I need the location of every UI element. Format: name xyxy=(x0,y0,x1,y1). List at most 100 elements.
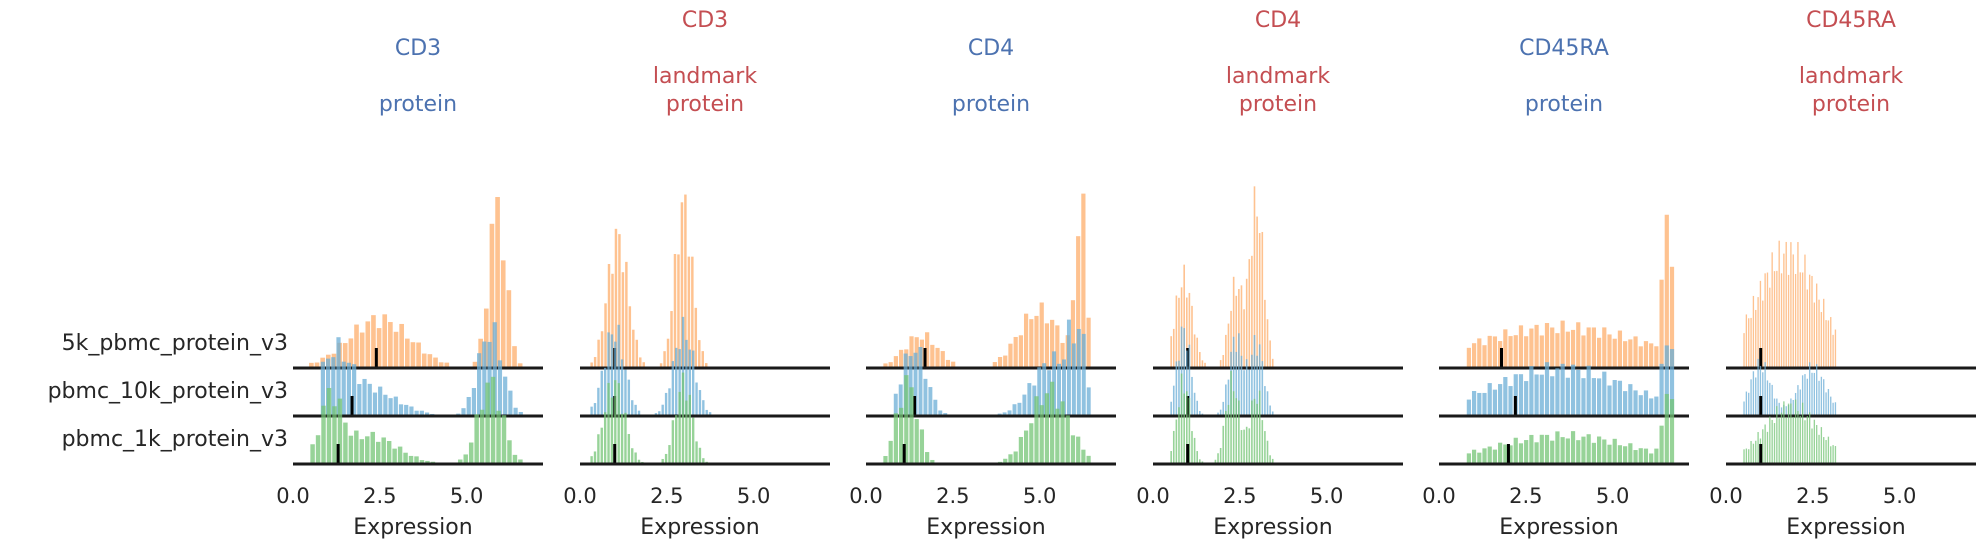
histogram-bar xyxy=(1750,379,1752,416)
histogram-bar xyxy=(627,434,631,464)
histogram-bar xyxy=(1787,403,1790,464)
histogram-bar xyxy=(1191,431,1193,464)
histogram-bar xyxy=(614,228,618,368)
histogram-bar xyxy=(691,350,695,416)
histogram-bar xyxy=(474,414,479,464)
histogram-bar xyxy=(508,390,513,416)
histogram-bar xyxy=(1776,406,1778,464)
histogram-bar xyxy=(1081,449,1086,464)
histogram-bar xyxy=(1534,442,1539,464)
histogram-bar xyxy=(1806,416,1808,464)
histogram-bar xyxy=(438,362,444,368)
histogram-bar xyxy=(1065,415,1070,464)
histogram-bar xyxy=(1748,318,1750,368)
histogram-bar xyxy=(320,361,325,416)
histogram-bar xyxy=(1602,371,1607,416)
histogram-bar xyxy=(938,410,943,416)
histogram-bar xyxy=(1757,432,1759,464)
histogram-bar xyxy=(1023,430,1029,464)
panel-title-line: protein xyxy=(1239,92,1317,117)
histogram-bar xyxy=(883,363,888,368)
histogram-bar xyxy=(477,353,482,416)
histogram-bar xyxy=(403,452,408,464)
histogram-bar xyxy=(1251,400,1253,464)
histogram-bar xyxy=(632,329,635,368)
histogram-bar xyxy=(1225,334,1227,368)
histogram-bar xyxy=(414,456,419,464)
histogram-bar xyxy=(1227,323,1230,368)
histogram-bar xyxy=(1764,424,1766,464)
histogram-bar xyxy=(1251,255,1253,368)
histogram-bar xyxy=(1752,443,1755,464)
histogram-bar xyxy=(352,364,357,416)
histogram-bar xyxy=(1743,401,1745,416)
histogram-bar xyxy=(1172,430,1175,464)
histogram-bar xyxy=(1816,283,1818,368)
histogram-bar xyxy=(503,376,508,416)
x-tick-label: 2.5 xyxy=(650,484,683,508)
histogram-bar xyxy=(1498,384,1503,416)
histogram-bar xyxy=(1180,326,1183,416)
histogram-bar xyxy=(309,362,314,368)
histogram-bar xyxy=(611,273,614,368)
histogram-bar xyxy=(362,378,367,416)
histogram-bar xyxy=(614,341,617,416)
histogram-bar xyxy=(1008,343,1013,368)
histogram-bar xyxy=(468,442,474,464)
histogram-bar xyxy=(883,456,888,464)
histogram-bar xyxy=(1806,378,1808,416)
x-axis-label: Expression xyxy=(353,515,472,540)
histogram-bar xyxy=(1199,352,1201,368)
histogram-bar xyxy=(1066,319,1071,416)
x-tick-label: 5.0 xyxy=(737,484,770,508)
histogram-bar xyxy=(1565,377,1570,416)
histogram-bar xyxy=(1471,390,1477,416)
histogram-bar xyxy=(1534,324,1539,368)
histogram-bar xyxy=(675,415,678,464)
histogram-bar xyxy=(1070,300,1076,368)
histogram-series xyxy=(293,197,543,370)
histogram-bar xyxy=(1801,375,1804,416)
histogram-bar xyxy=(888,440,893,464)
histogram-bar xyxy=(1820,312,1823,368)
histogram-bar xyxy=(1834,329,1837,368)
histogram-bar xyxy=(634,452,637,464)
histogram-bar xyxy=(1771,384,1773,416)
histogram-bar xyxy=(1477,452,1482,464)
histogram-bar xyxy=(1792,417,1794,464)
histogram-bar xyxy=(425,460,430,464)
histogram-bar xyxy=(1748,449,1750,464)
histogram-bar xyxy=(419,460,425,464)
histogram-bar xyxy=(1264,299,1266,368)
histogram-bar xyxy=(517,363,523,368)
histogram-bar xyxy=(1222,355,1225,368)
histogram-series xyxy=(1726,358,1976,418)
histogram-bar xyxy=(685,339,688,416)
histogram-bar xyxy=(909,387,914,464)
histogram-bar xyxy=(1783,401,1785,464)
panel-title-line: CD45RA xyxy=(1519,36,1609,61)
histogram-bar xyxy=(1193,392,1196,416)
x-tick-label: 0.0 xyxy=(849,484,882,508)
x-tick-label: 5.0 xyxy=(1023,484,1056,508)
histogram-bar xyxy=(1482,392,1487,416)
histogram-bar xyxy=(1076,236,1081,368)
histogram-bar xyxy=(1797,242,1799,368)
histogram-bar xyxy=(1248,369,1251,416)
panel-title-line: CD4 xyxy=(968,36,1014,61)
histogram-bar xyxy=(1808,412,1811,464)
histogram-bar xyxy=(341,361,346,416)
histogram-bar xyxy=(1818,434,1820,464)
histogram-bar xyxy=(1633,450,1638,464)
histogram-bar xyxy=(1659,425,1664,464)
histogram-bar xyxy=(518,459,523,464)
histogram-bar xyxy=(1524,336,1529,368)
histogram-bar xyxy=(1623,446,1628,464)
histogram-bar xyxy=(1555,333,1560,368)
histogram-bar xyxy=(914,337,919,368)
x-tick-label: 0.0 xyxy=(1422,484,1455,508)
histogram-bar xyxy=(359,439,365,464)
histogram-bar xyxy=(680,202,684,368)
histogram-bar xyxy=(1778,240,1780,368)
histogram-bar xyxy=(1185,391,1188,464)
